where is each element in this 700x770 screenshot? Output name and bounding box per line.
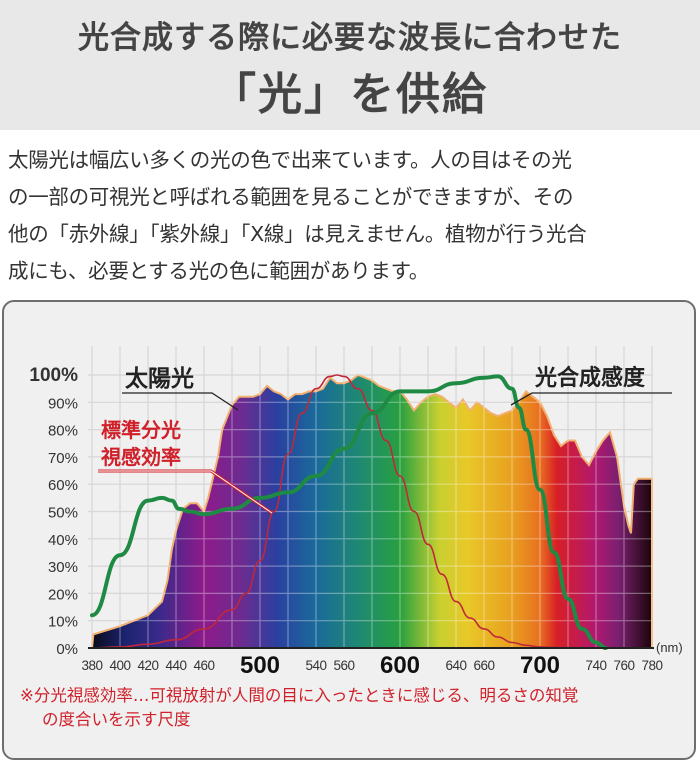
page-title-line2: 「光」を供給	[212, 69, 488, 120]
sunlight-area	[90, 373, 653, 649]
svg-text:660: 660	[473, 658, 494, 673]
svg-text:640: 640	[445, 658, 466, 673]
svg-text:440: 440	[165, 658, 186, 673]
footnote: ※分光視感効率…可視放射が人間の目に入ったときに感じる、明るさの知覚 の度合いを…	[20, 684, 690, 732]
page-title-line1: 光合成する際に必要な波長に合わせた	[78, 20, 622, 56]
svg-text:780: 780	[641, 658, 662, 673]
spectrum-chart: 0% 10% 20% 30% 40% 50% 60% 70% 80% 90% 100% 380 400…	[29, 346, 683, 679]
sunlight-label: 太陽光	[125, 366, 194, 392]
svg-text:80%: 80%	[48, 423, 78, 440]
svg-text:10%: 10%	[48, 614, 78, 631]
luminosity-curve	[91, 374, 652, 649]
svg-text:760: 760	[613, 658, 634, 673]
svg-text:50%: 50%	[48, 505, 78, 522]
luminosity-label-line2: 視感効率	[100, 445, 181, 469]
sunlight-leader	[122, 392, 239, 411]
svg-text:90%: 90%	[48, 395, 78, 412]
x-axis-labels: 380 400 420 440 460 500 540 560 600 640 660 700 740 7…	[81, 652, 663, 679]
svg-text:100%: 100%	[29, 365, 78, 386]
svg-text:20%: 20%	[48, 586, 78, 603]
intro-line: 太陽光は幅広い多くの光の色で出来ています。人の目はその光	[8, 148, 572, 172]
page-header: 光合成する際に必要な波長に合わせた 「光」を供給	[0, 0, 700, 130]
svg-text:740: 740	[585, 658, 606, 673]
svg-text:540: 540	[305, 658, 326, 673]
svg-text:500: 500	[240, 652, 280, 679]
intro-line: の一部の可視光と呼ばれる範囲を見ることができますが、その	[8, 185, 574, 209]
footnote-line1: ※分光視感効率…可視放射が人間の目に入ったときに感じる、明るさの知覚	[20, 686, 579, 705]
intro-line: 成にも、必要とする光の色に範囲があります。	[8, 259, 429, 283]
svg-text:420: 420	[137, 658, 158, 673]
svg-text:460: 460	[193, 658, 214, 673]
x-axis-unit: (nm)	[656, 640, 683, 655]
svg-text:0%: 0%	[56, 641, 78, 658]
photosynthesis-curve	[90, 374, 608, 650]
footnote-line2: の度合いを示す尺度	[42, 710, 191, 729]
svg-text:560: 560	[333, 658, 354, 673]
photosynthesis-label: 光合成感度	[534, 365, 646, 391]
svg-text:60%: 60%	[48, 477, 78, 494]
svg-text:380: 380	[81, 658, 102, 673]
photosynthesis-leader	[510, 392, 672, 406]
intro-paragraph: 太陽光は幅広い多くの光の色で出来ています。人の目はその光 の一部の可視光と呼ばれ…	[8, 142, 696, 290]
svg-text:700: 700	[520, 652, 560, 679]
svg-text:40%: 40%	[48, 532, 78, 549]
svg-text:70%: 70%	[48, 450, 78, 467]
svg-text:400: 400	[109, 658, 130, 673]
svg-text:30%: 30%	[48, 559, 78, 576]
y-axis-labels: 0% 10% 20% 30% 40% 50% 60% 70% 80% 90% 100%	[29, 365, 78, 658]
intro-line: 他の「赤外線」「紫外線」「X線」は見えません。植物が行う光合	[8, 222, 587, 246]
luminosity-label-line1: 標準分光	[101, 418, 181, 442]
svg-text:600: 600	[380, 652, 420, 679]
